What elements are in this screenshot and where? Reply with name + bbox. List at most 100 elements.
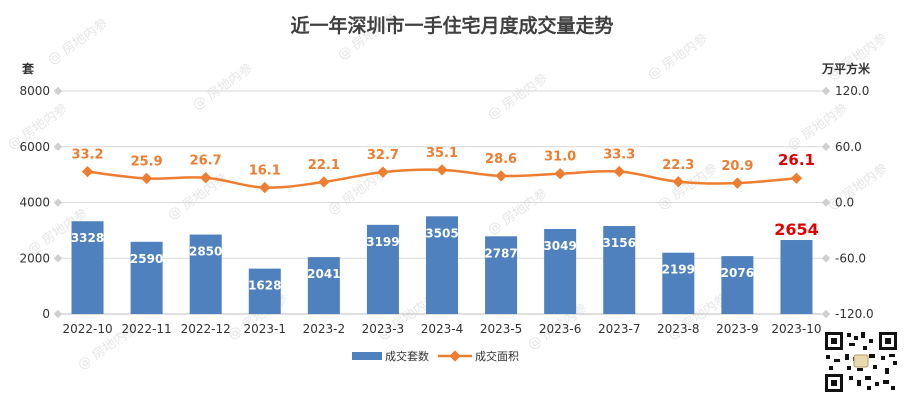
bar (485, 236, 518, 314)
line-value-label: 31.0 (544, 150, 576, 165)
category-label: 2023-2 (303, 322, 346, 336)
qr-code-icon (823, 330, 899, 394)
left-axis-unit: 套 (21, 61, 35, 76)
right-tick-label: -60.0 (835, 251, 866, 265)
category-labels: 2022-10 2022-11 2022-12 2023-1 2023-2 2023-3 2… (62, 322, 821, 336)
line-point (731, 177, 744, 189)
legend-bar-swatch (352, 352, 382, 360)
right-tick-label: -120.0 (835, 307, 874, 321)
category-label: 2023-5 (480, 322, 523, 336)
legend: 成交套数 成交面积 (352, 349, 519, 363)
line-point (613, 165, 625, 178)
right-tick-label: 60.0 (835, 140, 862, 154)
chart-title: 近一年深圳市一手住宅月度成交量走势 (290, 14, 613, 37)
line-point (436, 164, 448, 176)
left-axis-ticks: 0 2000 4000 6000 8000 (19, 84, 50, 321)
watermark-text: @ 房地内参 (190, 60, 256, 113)
right-axis-unit: 万平方米 (821, 61, 871, 76)
line-point (377, 166, 389, 178)
gridline-marker (53, 86, 63, 96)
bar (366, 224, 399, 314)
category-label: 2023-9 (716, 322, 759, 336)
bar-value-label: 2199 (662, 263, 695, 277)
bar (248, 268, 281, 314)
bar (662, 252, 695, 314)
category-label: 2023-8 (657, 322, 700, 336)
line-point (318, 176, 330, 188)
gridline-marker (821, 254, 831, 263)
line-value-label: 25.9 (131, 154, 163, 169)
bar (130, 241, 163, 314)
right-tick-label: 120.0 (835, 84, 869, 98)
bar (307, 257, 340, 314)
line-point (554, 168, 566, 180)
bar-value-label: 2850 (189, 245, 222, 259)
line-value-label: 26.1 (778, 151, 815, 169)
line-value-label: 35.1 (426, 146, 458, 161)
category-label: 2023-3 (362, 322, 405, 336)
gridline-marker (821, 86, 831, 96)
left-tick-label: 8000 (19, 84, 50, 98)
gridline-marker (53, 142, 63, 151)
watermark-layer: @ 房地内参@ 房地内参@ 房地内参@ 房地内参@ 房地内参 @ 房地内参@ 房地… (5, 10, 891, 373)
bar (721, 256, 754, 314)
bar (189, 234, 222, 314)
line-point (790, 172, 803, 184)
gridline-marker (53, 254, 63, 263)
legend-line-marker (449, 350, 461, 362)
left-tick-label: 2000 (19, 251, 50, 265)
line-series: 33.2 25.9 26.7 16.1 22.1 32.7 35.1 28.6 31.0 33.3… (71, 146, 815, 194)
bar-value-label: 3156 (603, 236, 636, 250)
line-value-label: 28.6 (485, 152, 517, 167)
bar (71, 221, 104, 314)
category-label: 2023-1 (244, 322, 287, 336)
line-value-label: 20.9 (721, 159, 753, 174)
line-point (140, 172, 153, 185)
watermark-text: @ 房地内参 (485, 185, 551, 238)
bar-value-label: 3505 (425, 226, 458, 240)
bar-value-label: 2041 (307, 267, 340, 281)
bar-value-label: 2076 (721, 266, 754, 280)
line-value-label: 26.7 (190, 154, 222, 169)
category-label: 2023-7 (598, 322, 641, 336)
left-tick-label: 4000 (19, 196, 50, 210)
bar-value-label: 2654 (774, 220, 819, 239)
left-tick-label: 0 (42, 307, 50, 321)
line-point (81, 165, 94, 178)
bar-value-label: 3049 (543, 239, 576, 253)
watermark-text: @ 房地内参 (45, 15, 111, 68)
line-point (672, 176, 684, 188)
right-tick-label: 0.0 (835, 196, 854, 210)
bar (603, 226, 636, 314)
watermark-text: @ 房地内参 (485, 70, 551, 123)
bar-value-label: 1628 (248, 279, 281, 293)
legend-line-label: 成交面积 (475, 349, 519, 363)
gridline-marker (821, 309, 831, 319)
bar (544, 229, 577, 314)
category-label: 2022-11 (122, 322, 172, 336)
watermark-text: @ 房地内参 (645, 30, 711, 83)
category-label: 2023-4 (421, 322, 464, 336)
line-value-label: 32.7 (367, 148, 399, 163)
line-point (495, 170, 507, 182)
bar-value-label: 3328 (71, 231, 104, 245)
bar (426, 216, 458, 314)
category-label: 2022-12 (181, 322, 231, 336)
gridline-marker (53, 309, 63, 319)
line-value-label: 16.1 (249, 164, 281, 179)
gridline-marker (53, 198, 63, 207)
bar (780, 240, 813, 314)
category-label: 2023-10 (771, 322, 821, 336)
right-axis-ticks: -120.0 -60.0 0.0 60.0 120.0 (835, 84, 874, 321)
legend-bar-label: 成交套数 (385, 349, 429, 363)
gridline-marker (821, 142, 831, 151)
line-value-label: 33.2 (71, 148, 103, 163)
bar-value-label: 3199 (366, 235, 399, 249)
bar-value-label: 2590 (130, 252, 163, 266)
line-value-label: 22.1 (308, 158, 340, 173)
bar-value-label: 2787 (484, 246, 517, 260)
line-point (259, 181, 271, 194)
line-value-label: 33.3 (603, 148, 635, 163)
